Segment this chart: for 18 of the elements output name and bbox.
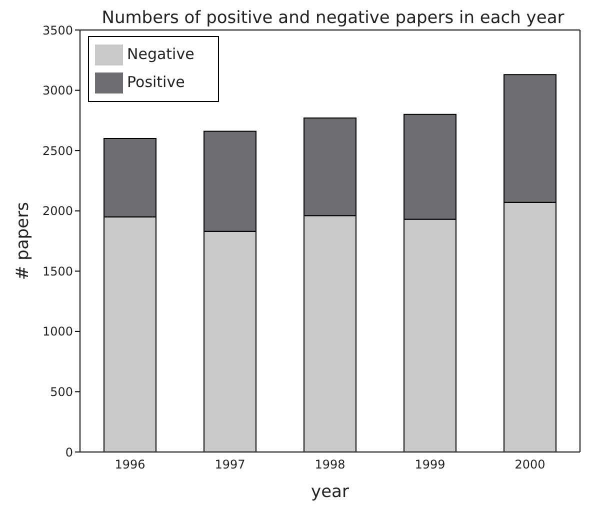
y-tick-label: 2500	[42, 144, 73, 158]
y-tick-label: 3500	[42, 23, 73, 38]
x-tick-label: 1997	[214, 458, 246, 472]
y-axis-title: # papers	[13, 202, 34, 280]
y-tick-label: 2000	[42, 204, 73, 218]
x-axis-title: year	[311, 482, 349, 502]
y-tick-label: 1500	[42, 264, 73, 278]
x-tick-label: 2000	[514, 458, 546, 472]
y-tick-label: 500	[50, 384, 73, 399]
x-tick-label: 1998	[314, 458, 346, 472]
legend-label: Positive	[127, 73, 185, 92]
x-tick-label: 1996	[114, 458, 146, 472]
x-tick-label: 1999	[414, 458, 446, 472]
y-tick-label: 1000	[42, 324, 73, 339]
legend-label: Negative	[127, 45, 194, 64]
y-tick-label: 0	[65, 445, 73, 460]
y-tick-label: 3000	[42, 84, 73, 98]
chart-title: Numbers of positive and negative papers in each year	[100, 8, 566, 28]
